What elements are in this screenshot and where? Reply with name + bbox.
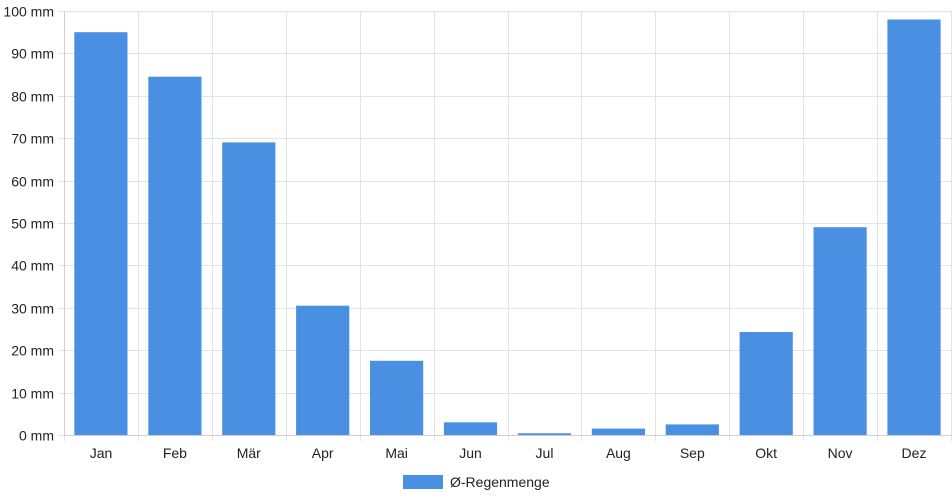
y-tick-label: 70 mm bbox=[11, 131, 54, 147]
x-tick-label: Feb bbox=[163, 445, 187, 461]
y-tick-label: 90 mm bbox=[11, 46, 54, 62]
y-tick-label: 80 mm bbox=[11, 89, 54, 105]
bar-jan bbox=[74, 32, 128, 435]
x-tick-label: Sep bbox=[680, 445, 705, 461]
bar-okt bbox=[739, 332, 793, 435]
x-tick-label: Apr bbox=[312, 445, 334, 461]
x-tick-label: Aug bbox=[606, 445, 631, 461]
y-tick-label: 100 mm bbox=[3, 4, 54, 20]
y-tick-label: 20 mm bbox=[11, 343, 54, 359]
bar-jul bbox=[517, 433, 571, 435]
x-axis-ticks: Jan Feb Mär Apr Mai Jun Jul Aug Sep Okt Nov Dez bbox=[90, 445, 927, 461]
y-tick-label: 30 mm bbox=[11, 301, 54, 317]
y-tick-label: 0 mm bbox=[19, 428, 54, 444]
x-tick-label: Okt bbox=[755, 445, 777, 461]
bar-nov bbox=[813, 227, 867, 435]
bar-sep bbox=[665, 424, 719, 435]
x-tick-label: Mär bbox=[237, 445, 261, 461]
x-tick-label: Jun bbox=[459, 445, 482, 461]
x-tick-label: Jul bbox=[536, 445, 554, 461]
y-tick-label: 10 mm bbox=[11, 386, 54, 402]
y-tick-label: 50 mm bbox=[11, 216, 54, 232]
bars bbox=[74, 19, 941, 435]
bar-mai bbox=[370, 360, 424, 435]
bar-jun bbox=[443, 422, 498, 435]
x-tick-label: Jan bbox=[90, 445, 113, 461]
bar-aug bbox=[591, 428, 645, 435]
x-tick-label: Mai bbox=[385, 445, 408, 461]
bar-feb bbox=[148, 76, 202, 435]
bar-apr bbox=[296, 305, 350, 435]
x-tick-label: Dez bbox=[902, 445, 927, 461]
y-tick-label: 40 mm bbox=[11, 258, 54, 274]
bar-dez bbox=[887, 19, 941, 435]
legend[interactable]: Ø-Regenmenge bbox=[403, 474, 550, 490]
legend-label[interactable]: Ø-Regenmenge bbox=[450, 474, 550, 490]
bar-mär bbox=[222, 142, 276, 435]
y-axis-ticks: 0 mm 10 mm 20 mm 30 mm 40 mm 50 mm 60 mm 70 mm 8… bbox=[3, 4, 54, 444]
legend-swatch[interactable] bbox=[403, 475, 443, 489]
y-tick-label: 60 mm bbox=[11, 174, 54, 190]
x-tick-label: Nov bbox=[828, 445, 853, 461]
axes bbox=[64, 11, 951, 436]
